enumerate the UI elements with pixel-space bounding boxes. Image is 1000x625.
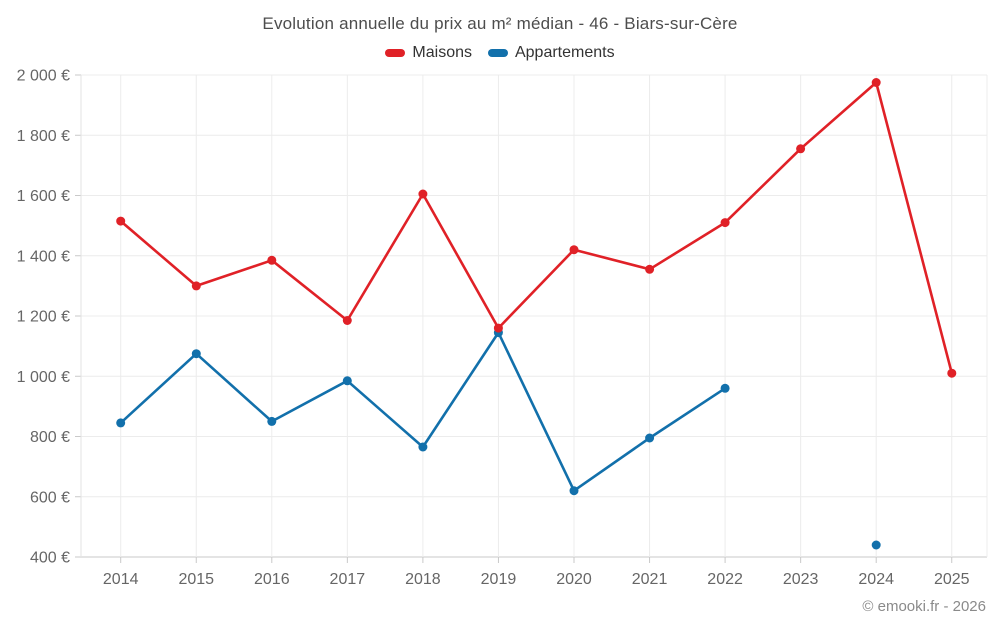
x-tick-label: 2014 xyxy=(103,571,139,588)
series-maisons xyxy=(116,78,957,378)
chart-legend: Maisons Appartements xyxy=(0,44,1000,62)
y-tick-label: 600 € xyxy=(30,489,70,506)
x-tick-label: 2024 xyxy=(858,571,894,588)
point-appartements-2017[interactable] xyxy=(342,376,352,386)
point-maisons-2017[interactable] xyxy=(342,316,352,325)
x-tick-label: 2016 xyxy=(254,571,290,588)
y-tick-label: 1 400 € xyxy=(17,248,70,265)
point-maisons-2014[interactable] xyxy=(116,216,126,226)
copyright-text: © emooki.fr - 2026 xyxy=(862,598,986,615)
point-maisons-2018[interactable] xyxy=(418,189,428,199)
point-maisons-2020[interactable] xyxy=(569,245,579,255)
point-appartements-2021[interactable] xyxy=(645,433,655,443)
point-appartements-2015[interactable] xyxy=(191,349,201,359)
point-maisons-2023[interactable] xyxy=(796,144,806,154)
x-tick-label: 2018 xyxy=(405,571,441,588)
point-appartements-2020[interactable] xyxy=(569,486,579,496)
x-tick-label: 2020 xyxy=(556,571,592,588)
point-appartements-2014[interactable] xyxy=(116,418,126,428)
legend-label-maisons: Maisons xyxy=(412,44,472,61)
y-tick-label: 1 000 € xyxy=(17,369,70,386)
y-tick-label: 2 000 € xyxy=(17,68,70,85)
point-maisons-2016[interactable] xyxy=(267,255,277,265)
point-maisons-2021[interactable] xyxy=(645,264,655,274)
chart-title: Evolution annuelle du prix au m² médian … xyxy=(262,14,738,33)
point-appartements-2022[interactable] xyxy=(720,383,730,393)
legend-item-appartements[interactable]: Appartements xyxy=(487,44,615,62)
x-tick-label: 2021 xyxy=(632,571,668,588)
point-appartements-2016[interactable] xyxy=(267,416,277,426)
y-tick-label: 800 € xyxy=(30,429,70,446)
line-maisons xyxy=(119,81,954,375)
point-appartements-2024[interactable] xyxy=(871,540,881,550)
legend-label-appartements: Appartements xyxy=(514,44,615,61)
point-maisons-2019[interactable] xyxy=(493,323,503,333)
legend-item-maisons[interactable]: Maisons xyxy=(385,44,472,62)
y-tick-label: 400 € xyxy=(30,550,70,567)
point-maisons-2024[interactable] xyxy=(871,78,881,87)
x-tick-label: 2023 xyxy=(783,571,819,588)
point-maisons-2015[interactable] xyxy=(191,281,201,291)
x-tick-label: 2022 xyxy=(707,571,743,588)
x-tick-label: 2015 xyxy=(178,571,214,588)
y-tick-label: 1 800 € xyxy=(17,128,70,145)
maisons-color-swatch-icon xyxy=(385,49,406,57)
y-tick-label: 1 200 € xyxy=(17,309,70,326)
x-tick-label: 2025 xyxy=(934,571,970,588)
series-appartements xyxy=(116,328,881,550)
point-maisons-2022[interactable] xyxy=(720,218,730,228)
x-tick-label: 2017 xyxy=(330,571,366,588)
point-appartements-2018[interactable] xyxy=(418,442,428,452)
point-maisons-2025[interactable] xyxy=(947,368,957,378)
appartements-color-swatch-icon xyxy=(487,49,508,57)
y-tick-label: 1 600 € xyxy=(17,188,70,205)
x-tick-label: 2019 xyxy=(481,571,517,588)
